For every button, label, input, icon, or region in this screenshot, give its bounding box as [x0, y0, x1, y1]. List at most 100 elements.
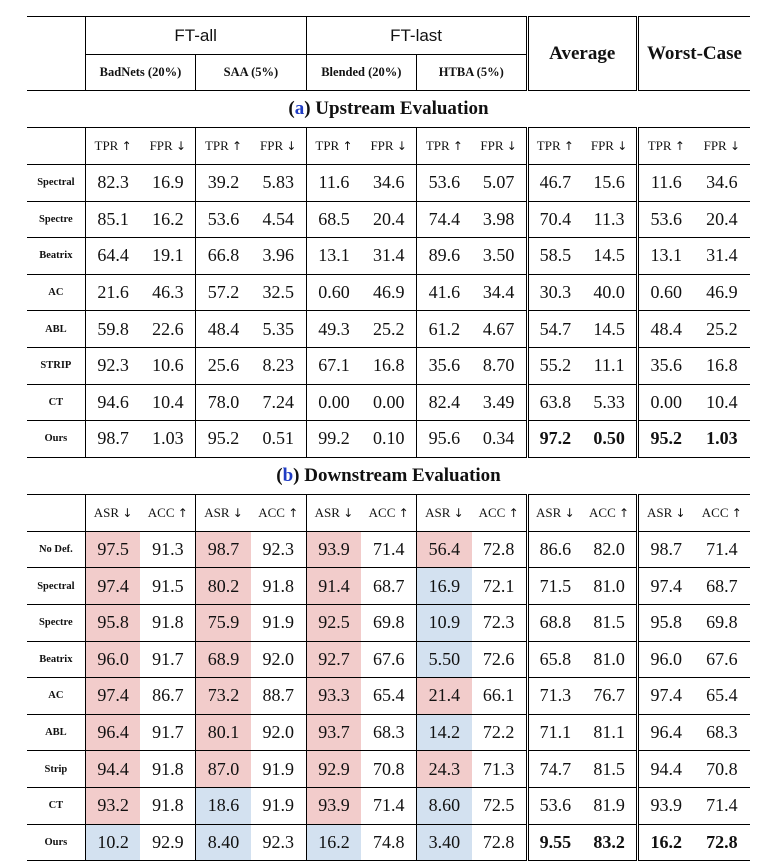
metric-name: ACC [147, 504, 175, 520]
value-cell: 0.00 [361, 384, 417, 422]
value-cell: 82.3 [84, 164, 141, 202]
value-cell: 76.7 [582, 677, 638, 715]
value-cell: 11.6 [635, 164, 694, 202]
value-cell: 72.2 [471, 714, 527, 752]
metric-arrow-b-icon: ↑ [508, 505, 519, 520]
metric-arrow-b-icon: ↓ [617, 139, 628, 153]
method-name: Spectre [27, 604, 86, 642]
value-cell: 8.60 [416, 787, 472, 825]
value-cell: 46.9 [693, 274, 750, 312]
metric-name: ASR [646, 504, 673, 520]
value-cell: 13.1 [635, 237, 694, 275]
value-cell: 40.0 [582, 274, 638, 312]
value-cell: 68.7 [693, 567, 750, 605]
value-cell: 4.54 [250, 201, 307, 239]
value-cell: 67.6 [361, 641, 417, 679]
metric-label: TPR ↑ [195, 127, 251, 165]
value-cell: 48.4 [635, 310, 694, 348]
value-cell: 71.4 [693, 531, 750, 569]
value-cell: 93.2 [84, 787, 141, 825]
downstream-row: No Def. 97.5 91.3 98.7 92.3 93.9 71.4 56.4 72.8 8… [27, 531, 750, 569]
metric-arrow-a-icon: ↑ [563, 139, 574, 153]
value-cell: 81.9 [582, 787, 638, 825]
value-cell: 55.2 [525, 347, 583, 385]
value-cell: 74.8 [361, 824, 417, 862]
value-cell: 95.8 [84, 604, 141, 642]
metric-label: ASR ↓ [305, 493, 362, 532]
value-cell: 54.7 [525, 310, 583, 348]
value-cell: 21.4 [416, 677, 472, 715]
value-cell: 53.6 [525, 787, 583, 825]
value-cell: 81.0 [582, 641, 638, 679]
metric-name: FPR [260, 138, 284, 153]
value-cell: 3.40 [416, 824, 472, 862]
metric-name: TPR [536, 138, 561, 153]
metric-header-corner [27, 493, 86, 532]
downstream-row: ABL 96.4 91.7 80.1 92.0 93.7 68.3 14.2 72.2 71.1 8… [27, 714, 750, 752]
group-average: Average [525, 16, 638, 91]
value-cell: 73.2 [195, 677, 251, 715]
value-cell: 61.2 [416, 310, 472, 348]
value-cell: 66.1 [471, 677, 527, 715]
metric-arrow-a-icon: ↑ [121, 139, 132, 153]
value-cell: 34.6 [693, 164, 750, 202]
group-worst-case: Worst-Case [635, 16, 750, 91]
metric-arrow-b-icon: ↓ [506, 139, 517, 153]
value-cell: 20.4 [693, 201, 750, 239]
value-cell: 74.7 [525, 750, 583, 788]
metric-arrow-b-icon: ↓ [286, 139, 297, 153]
value-cell: 71.4 [693, 787, 750, 825]
value-cell: 14.5 [582, 237, 638, 275]
value-cell: 75.9 [195, 604, 251, 642]
metric-header-corner [27, 127, 86, 165]
value-cell: 16.8 [361, 347, 417, 385]
value-cell: 69.8 [693, 604, 750, 642]
value-cell: 70.8 [693, 750, 750, 788]
value-cell: 16.8 [693, 347, 750, 385]
metric-arrow-b-icon: ↑ [619, 505, 630, 520]
metric-label: TPR ↑ [305, 127, 362, 165]
value-cell: 31.4 [361, 237, 417, 275]
value-cell: 66.8 [195, 237, 251, 275]
value-cell: 3.49 [471, 384, 527, 422]
value-cell: 16.2 [635, 824, 694, 862]
value-cell: 68.8 [525, 604, 583, 642]
metric-label: FPR ↓ [250, 127, 307, 165]
value-cell: 68.5 [305, 201, 362, 239]
method-name: Spectral [27, 567, 86, 605]
value-cell: 8.23 [250, 347, 307, 385]
value-cell: 89.6 [416, 237, 472, 275]
value-cell: 81.5 [582, 750, 638, 788]
method-name: Spectral [27, 164, 86, 202]
method-name: Ours [27, 824, 86, 862]
value-cell: 93.9 [305, 787, 362, 825]
value-cell: 92.3 [250, 531, 307, 569]
value-cell: 96.0 [84, 641, 141, 679]
metric-name: ACC [368, 504, 396, 520]
method-name: Beatrix [27, 237, 86, 275]
metric-label: ACC ↑ [693, 493, 750, 532]
group-ft-last: FT-last [305, 16, 527, 55]
value-cell: 68.7 [361, 567, 417, 605]
value-cell: 67.1 [305, 347, 362, 385]
value-cell: 99.2 [305, 420, 362, 458]
value-cell: 0.34 [471, 420, 527, 458]
value-cell: 97.4 [84, 567, 141, 605]
value-cell: 5.35 [250, 310, 307, 348]
metric-label: ACC ↑ [471, 493, 527, 532]
value-cell: 91.9 [250, 787, 307, 825]
value-cell: 72.5 [471, 787, 527, 825]
value-cell: 72.8 [693, 824, 750, 862]
metric-label: TPR ↑ [416, 127, 472, 165]
value-cell: 98.7 [635, 531, 694, 569]
metric-label: FPR ↓ [582, 127, 638, 165]
value-cell: 10.2 [84, 824, 141, 862]
metric-label: ASR ↓ [525, 493, 583, 532]
value-cell: 0.00 [635, 384, 694, 422]
upstream-metric-header: TPR ↑ FPR ↓ TPR ↑ FPR ↓ TPR ↑ FPR ↓ TPR ↑ FPR ↓… [27, 127, 750, 165]
value-cell: 53.6 [635, 201, 694, 239]
value-cell: 81.1 [582, 714, 638, 752]
group-ft-all: FT-all [84, 16, 307, 55]
value-cell: 35.6 [416, 347, 472, 385]
value-cell: 93.9 [635, 787, 694, 825]
